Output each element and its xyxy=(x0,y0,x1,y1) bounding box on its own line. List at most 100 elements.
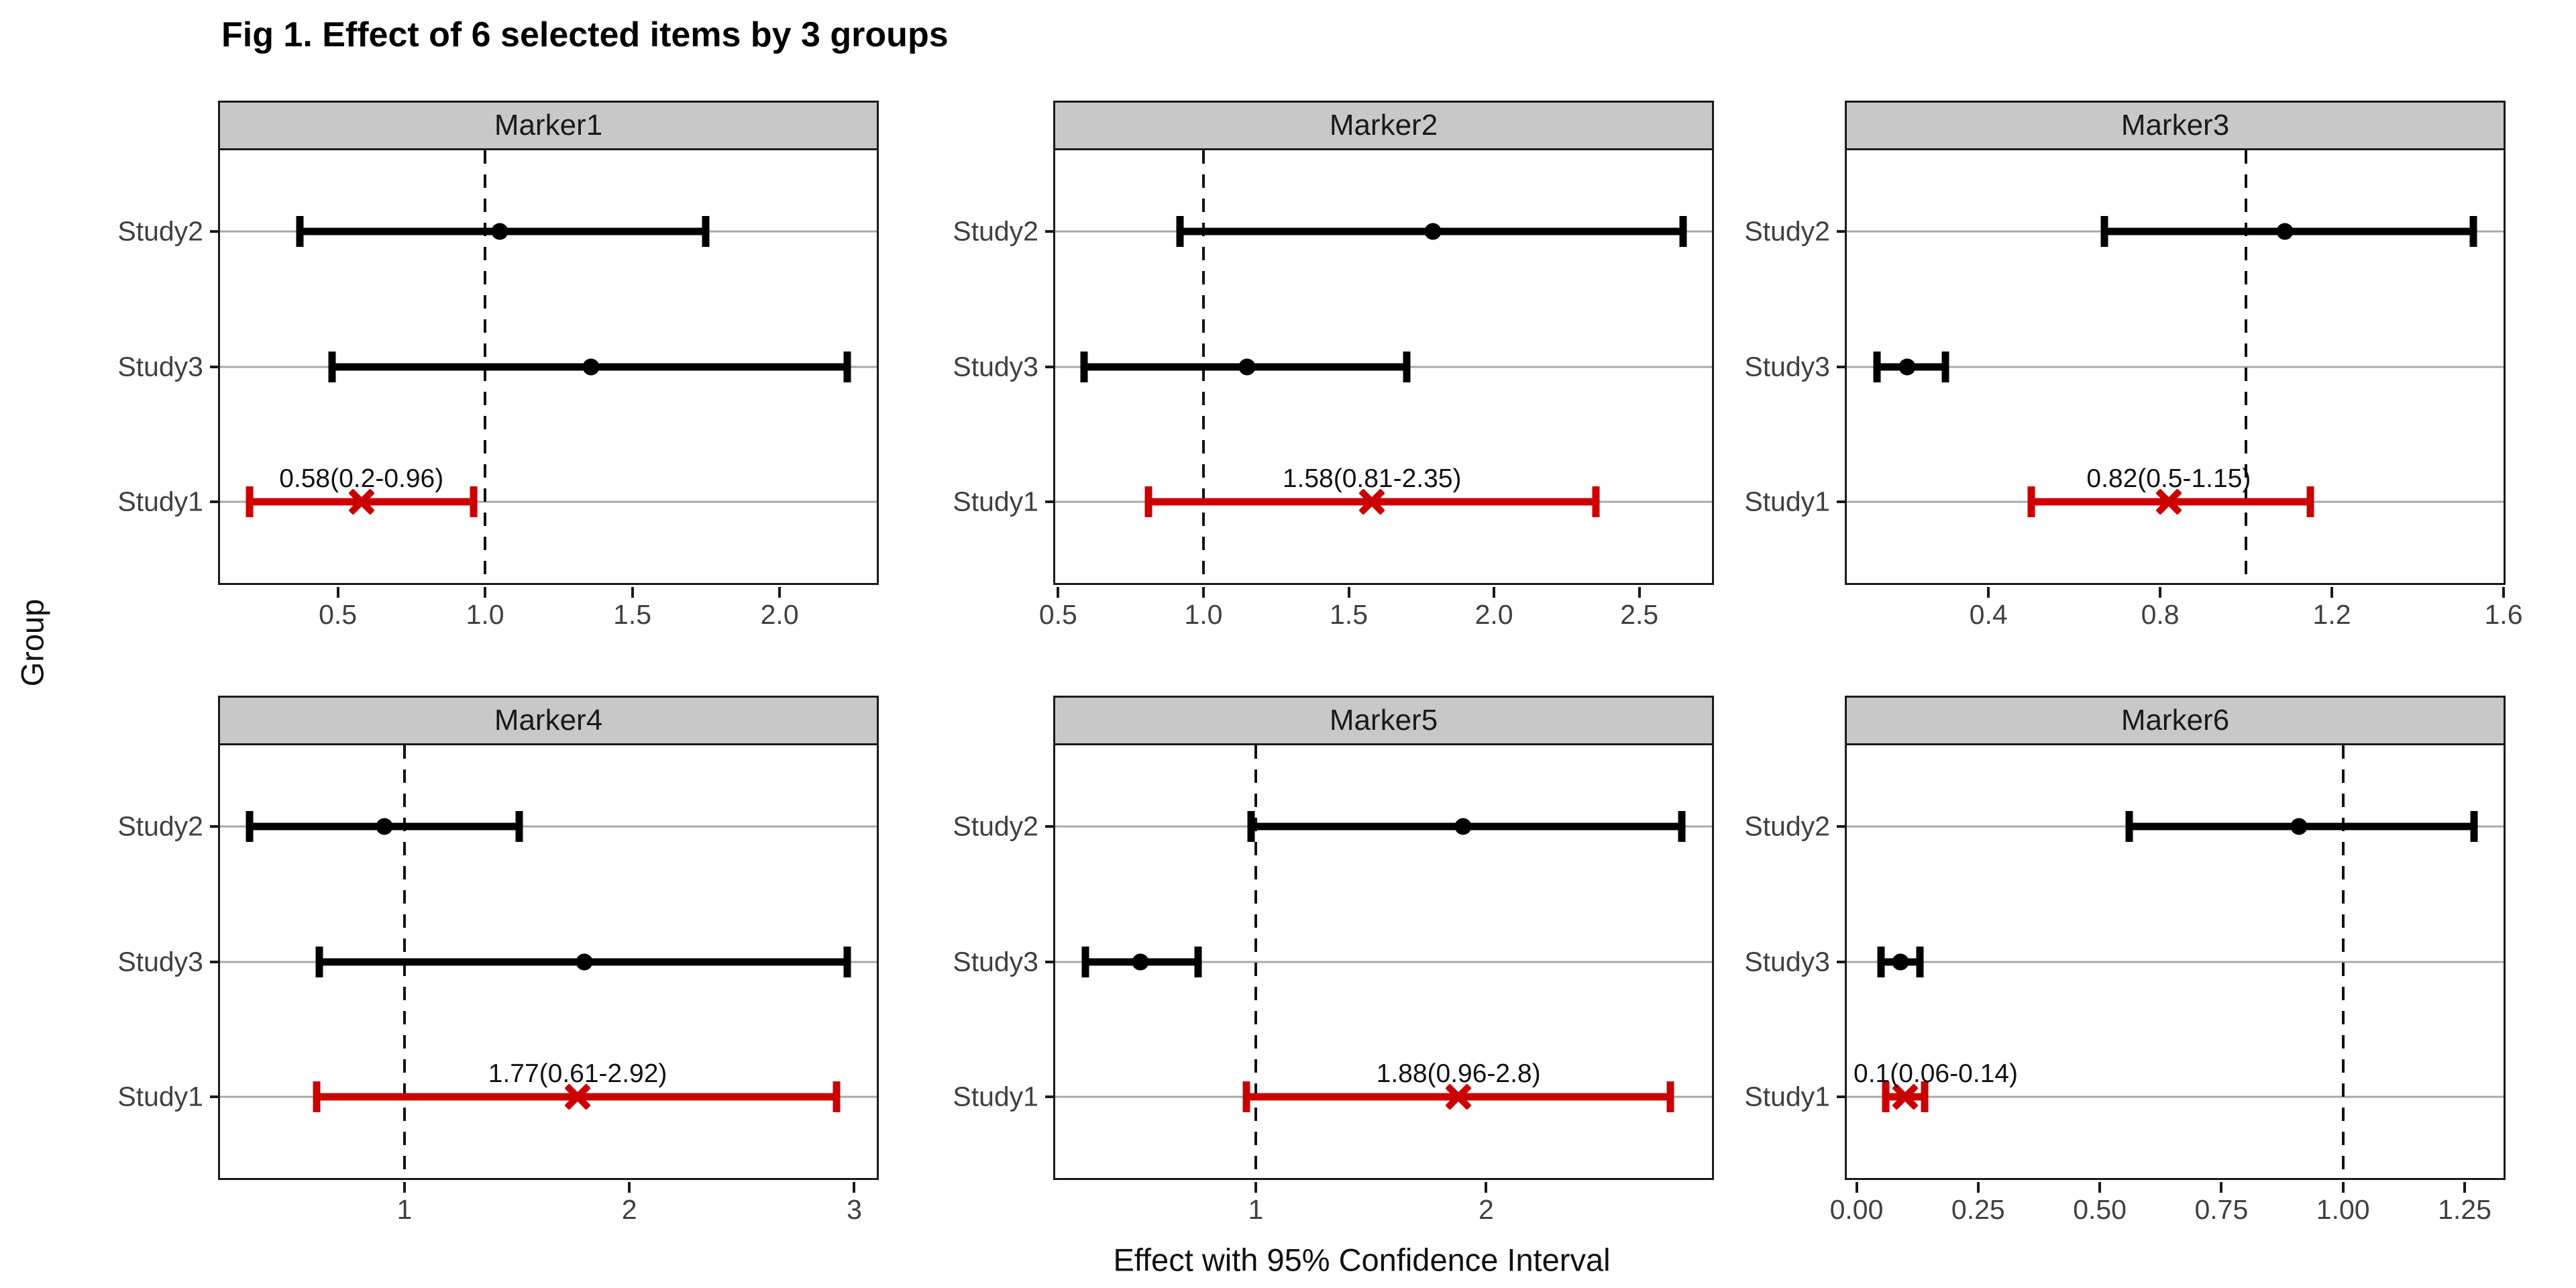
estimate-annotation: 1.88(0.96-2.8) xyxy=(1376,1059,1541,1089)
reference-line xyxy=(2341,745,2345,1178)
x-tick xyxy=(1493,587,1496,598)
ci-cap-high xyxy=(1941,351,1949,382)
x-tick-label: 3 xyxy=(847,1194,862,1225)
ci-cap-low xyxy=(1877,946,1885,977)
ci-cap-high xyxy=(2306,486,2314,518)
x-tick-label: 0.4 xyxy=(1969,599,2008,630)
y-row-label: Study3 xyxy=(117,351,203,382)
panel-cell-marker4: Marker4 Study2 Study3 1.77(0.61-2.92) Study1… xyxy=(117,696,879,1240)
reference-line xyxy=(2245,150,2248,583)
x-tick-label: 2 xyxy=(1478,1194,1494,1225)
x-tick xyxy=(2341,1182,2345,1193)
y-row-label: Study2 xyxy=(117,215,203,247)
ci-cap-high xyxy=(1921,1081,1929,1113)
panel-header: Marker6 xyxy=(1845,696,2506,745)
gridline xyxy=(220,825,877,828)
estimate-annotation: 1.58(0.81-2.35) xyxy=(1282,464,1462,494)
y-row-tick xyxy=(1837,500,1847,504)
x-tick xyxy=(2330,587,2334,598)
gridline xyxy=(1055,961,1712,963)
y-row-label: Study3 xyxy=(1744,351,1830,382)
ci-cap-low xyxy=(328,351,336,382)
x-tick-label: 2 xyxy=(621,1194,637,1225)
x-tick xyxy=(2502,587,2505,598)
estimate-annotation: 0.1(0.06-0.14) xyxy=(1854,1059,2018,1089)
x-tick xyxy=(402,1182,406,1193)
estimate-point xyxy=(491,223,508,240)
x-tick-label: 1.5 xyxy=(1330,599,1368,630)
ci-cap-low xyxy=(1242,1081,1250,1113)
x-tick-label: 1.00 xyxy=(2316,1194,2370,1225)
y-row-label: Study3 xyxy=(953,946,1038,977)
ci-cap-high xyxy=(833,1081,841,1113)
ci-cap-high xyxy=(515,810,523,842)
y-row-label: Study1 xyxy=(1744,1081,1830,1112)
estimate-point xyxy=(1892,953,1909,970)
y-row-tick xyxy=(1837,365,1847,368)
x-tick-label: 0.75 xyxy=(2194,1194,2249,1225)
estimate-point xyxy=(582,358,600,375)
x-tick xyxy=(2159,587,2162,598)
x-tick-label: 1 xyxy=(1248,1194,1264,1225)
x-tick-label: 1.0 xyxy=(466,599,504,630)
y-row-label: Study2 xyxy=(953,810,1038,842)
ci-cap-low xyxy=(296,215,304,247)
panel-cell-marker2: Marker2 Study2 Study3 1.58(0.81-2.35) Study1… xyxy=(953,101,1714,645)
gridline xyxy=(1847,366,2504,368)
x-tick xyxy=(1855,1182,1858,1193)
estimate-point xyxy=(1238,358,1256,375)
x-tick xyxy=(631,587,634,598)
ci-cap-low xyxy=(313,1081,321,1113)
x-tick-label: 1.0 xyxy=(1184,599,1223,630)
y-row-tick xyxy=(1045,229,1055,233)
y-row-tick xyxy=(1045,365,1055,368)
x-tick-label: 0.00 xyxy=(1829,1194,1884,1225)
panel-plot-area: Study2 Study3 1.88(0.96-2.8) Study1 1 2 xyxy=(953,743,1714,1225)
ci-cap-low xyxy=(315,946,323,977)
ci-cap-low xyxy=(1247,810,1255,842)
x-tick-label: 1.25 xyxy=(2438,1194,2491,1225)
gridline xyxy=(220,500,877,503)
x-tick xyxy=(2098,1182,2102,1193)
panel-cell-marker1: Marker1 Study2 Study3 0.58(0.2-0.96) Study1 0… xyxy=(117,101,879,645)
y-row-tick xyxy=(210,824,220,828)
y-row-label: Study1 xyxy=(953,1081,1038,1112)
x-tick xyxy=(853,1182,856,1193)
ci-cap-high xyxy=(1403,351,1411,382)
y-row-tick xyxy=(1837,1095,1847,1099)
y-row-tick xyxy=(1837,824,1847,828)
x-tick-label: 0.8 xyxy=(2141,599,2180,630)
x-tick-label: 0.50 xyxy=(2073,1194,2127,1225)
y-row-tick xyxy=(210,365,220,368)
panel-header: Marker4 xyxy=(218,696,879,745)
ci-cap-high xyxy=(843,351,851,382)
panel-plot-area: Study2 Study3 0.58(0.2-0.96) Study1 0.5 1.0 1.… xyxy=(117,148,879,630)
x-tick xyxy=(2220,1182,2223,1193)
x-tick xyxy=(2463,1182,2466,1193)
ci-cap-high xyxy=(2470,810,2478,842)
y-row-label: Study2 xyxy=(953,215,1038,247)
reference-line xyxy=(1254,745,1257,1178)
x-tick-label: 0.25 xyxy=(1951,1194,2005,1225)
y-row-tick xyxy=(1045,1095,1055,1099)
x-axis-title: Effect with 95% Confidence Interval xyxy=(1113,1242,1611,1278)
x-tick xyxy=(1976,1182,1980,1193)
x-tick-label: 2.0 xyxy=(1474,599,1513,630)
panel-cell-marker5: Marker5 Study2 Study3 1.88(0.96-2.8) Study1 1… xyxy=(953,696,1714,1240)
y-row-tick xyxy=(1837,229,1847,233)
estimate-point xyxy=(376,818,393,835)
y-row-tick xyxy=(1045,500,1055,504)
panel-header: Marker1 xyxy=(218,101,879,150)
panel-cell-marker6: Marker6 Study2 Study3 0.1(0.06-0.14) Study1 0… xyxy=(1744,696,2506,1240)
y-row-label: Study1 xyxy=(1744,486,1830,517)
ci-cap-high xyxy=(1666,1081,1674,1113)
panel-plot-area: Study2 Study3 1.77(0.61-2.92) Study1 1 2 3 xyxy=(117,743,879,1225)
panel-cell-marker3: Marker3 Study2 Study3 0.82(0.5-1.15) Study1 0… xyxy=(1744,101,2523,645)
estimate-point xyxy=(2276,223,2294,240)
ci-cap-high xyxy=(1916,946,1924,977)
ci-cap-low xyxy=(1080,351,1088,382)
y-row-label: Study1 xyxy=(953,486,1038,517)
x-tick-label: 1.5 xyxy=(613,599,652,630)
ci-cap-low xyxy=(1176,215,1184,247)
